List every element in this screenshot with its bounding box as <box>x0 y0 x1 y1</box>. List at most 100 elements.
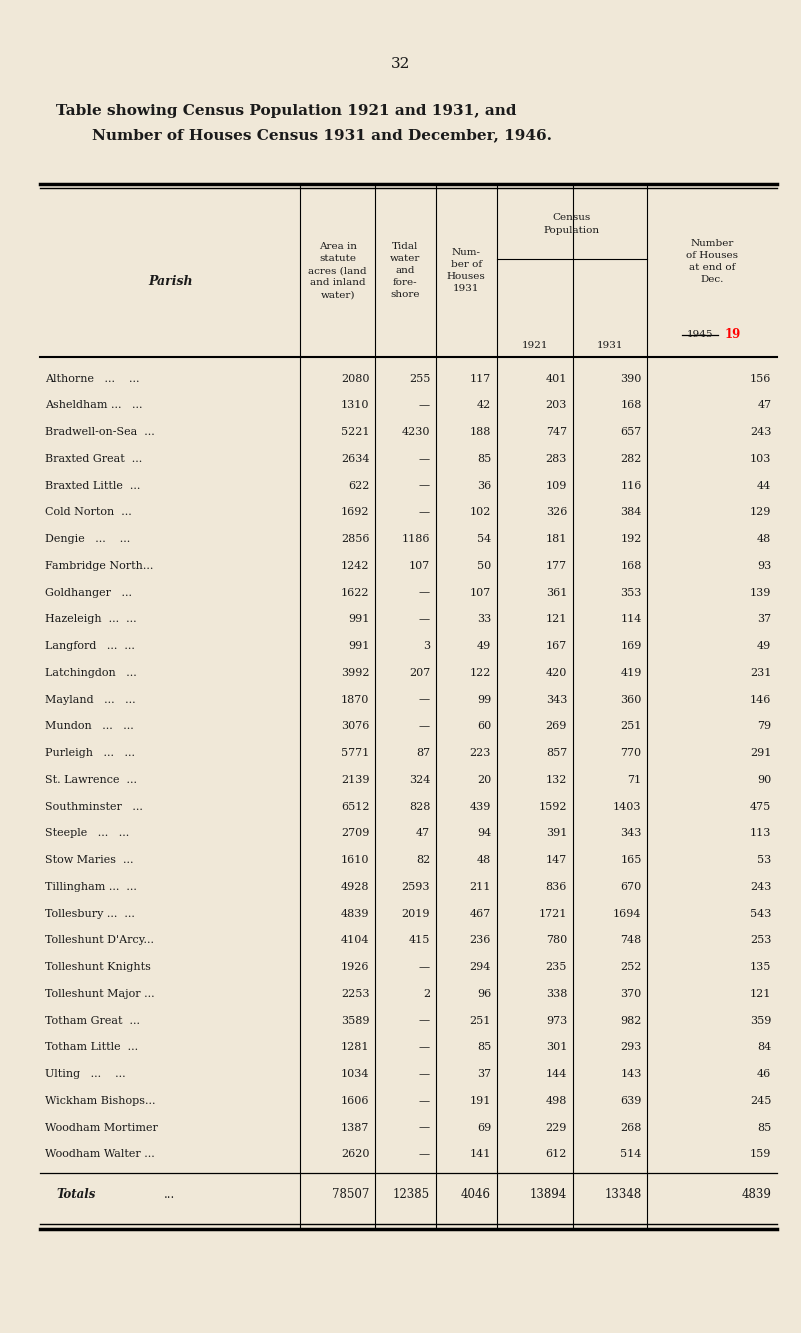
Text: 420: 420 <box>545 668 567 678</box>
Text: 60: 60 <box>477 721 491 732</box>
Text: 1926: 1926 <box>340 962 369 972</box>
Text: —: — <box>419 615 430 624</box>
Text: 3992: 3992 <box>340 668 369 678</box>
Text: 159: 159 <box>750 1149 771 1160</box>
Text: 391: 391 <box>545 828 567 838</box>
Text: Althorne   ...    ...: Althorne ... ... <box>45 373 139 384</box>
Text: 19: 19 <box>724 328 740 341</box>
Text: —: — <box>419 1016 430 1025</box>
Text: 252: 252 <box>620 962 642 972</box>
Text: Goldhanger   ...: Goldhanger ... <box>45 588 132 597</box>
Text: 982: 982 <box>620 1016 642 1025</box>
Text: 384: 384 <box>620 508 642 517</box>
Text: 836: 836 <box>545 882 567 892</box>
Text: Area in
statute
acres (land
and inland
water): Area in statute acres (land and inland w… <box>308 241 367 300</box>
Text: 191: 191 <box>469 1096 491 1106</box>
Text: 53: 53 <box>757 854 771 865</box>
Text: 181: 181 <box>545 535 567 544</box>
Text: 122: 122 <box>469 668 491 678</box>
Text: 475: 475 <box>750 801 771 812</box>
Text: Parish: Parish <box>148 275 192 288</box>
Text: 78507: 78507 <box>332 1188 369 1201</box>
Text: —: — <box>419 400 430 411</box>
Text: Number
of Houses
at end of
Dec.: Number of Houses at end of Dec. <box>686 239 738 284</box>
Text: 770: 770 <box>621 748 642 758</box>
Text: 670: 670 <box>620 882 642 892</box>
Text: 747: 747 <box>546 427 567 437</box>
Text: Tolleshunt Knights: Tolleshunt Knights <box>45 962 151 972</box>
Text: 139: 139 <box>750 588 771 597</box>
Text: 291: 291 <box>750 748 771 758</box>
Text: 243: 243 <box>750 427 771 437</box>
Text: 282: 282 <box>620 453 642 464</box>
Text: 113: 113 <box>750 828 771 838</box>
Text: Braxted Great  ...: Braxted Great ... <box>45 453 142 464</box>
Text: 1721: 1721 <box>539 909 567 918</box>
Text: 1622: 1622 <box>340 588 369 597</box>
Text: 167: 167 <box>545 641 567 651</box>
Text: 4046: 4046 <box>461 1188 491 1201</box>
Text: 324: 324 <box>409 774 430 785</box>
Text: Tollesbury ...  ...: Tollesbury ... ... <box>45 909 135 918</box>
Text: 93: 93 <box>757 561 771 571</box>
Text: Tolleshunt D'Arcy...: Tolleshunt D'Arcy... <box>45 936 154 945</box>
Text: 991: 991 <box>348 615 369 624</box>
Text: Number of Houses Census 1931 and December, 1946.: Number of Houses Census 1931 and Decembe… <box>92 128 552 143</box>
Text: Asheldham ...   ...: Asheldham ... ... <box>45 400 143 411</box>
Text: 36: 36 <box>477 481 491 491</box>
Text: 192: 192 <box>620 535 642 544</box>
Text: 294: 294 <box>469 962 491 972</box>
Text: 79: 79 <box>757 721 771 732</box>
Text: —: — <box>419 721 430 732</box>
Text: 353: 353 <box>620 588 642 597</box>
Text: 121: 121 <box>545 615 567 624</box>
Text: —: — <box>419 453 430 464</box>
Text: 390: 390 <box>620 373 642 384</box>
Text: 1921: 1921 <box>521 341 548 349</box>
Text: 251: 251 <box>469 1016 491 1025</box>
Text: —: — <box>419 1042 430 1052</box>
Text: 612: 612 <box>545 1149 567 1160</box>
Text: Table showing Census Population 1921 and 1931, and: Table showing Census Population 1921 and… <box>56 104 517 119</box>
Text: Cold Norton  ...: Cold Norton ... <box>45 508 131 517</box>
Text: 87: 87 <box>416 748 430 758</box>
Text: 415: 415 <box>409 936 430 945</box>
Text: Totham Little  ...: Totham Little ... <box>45 1042 138 1052</box>
Text: 2620: 2620 <box>340 1149 369 1160</box>
Text: Latchingdon   ...: Latchingdon ... <box>45 668 137 678</box>
Text: 168: 168 <box>620 561 642 571</box>
Text: 85: 85 <box>477 453 491 464</box>
Text: Woodham Mortimer: Woodham Mortimer <box>45 1122 158 1133</box>
Text: 50: 50 <box>477 561 491 571</box>
Text: 42: 42 <box>477 400 491 411</box>
Text: 639: 639 <box>620 1096 642 1106</box>
Text: 141: 141 <box>469 1149 491 1160</box>
Text: Totham Great  ...: Totham Great ... <box>45 1016 140 1025</box>
Text: 253: 253 <box>750 936 771 945</box>
Text: 2080: 2080 <box>340 373 369 384</box>
Text: Mundon   ...   ...: Mundon ... ... <box>45 721 134 732</box>
Text: 1931: 1931 <box>597 341 623 349</box>
Text: 5221: 5221 <box>340 427 369 437</box>
Text: 4104: 4104 <box>340 936 369 945</box>
Text: 156: 156 <box>750 373 771 384</box>
Text: 1387: 1387 <box>341 1122 369 1133</box>
Text: 85: 85 <box>477 1042 491 1052</box>
Text: Totals: Totals <box>56 1188 95 1201</box>
Text: 498: 498 <box>545 1096 567 1106</box>
Text: 268: 268 <box>620 1122 642 1133</box>
Text: 1592: 1592 <box>538 801 567 812</box>
Text: 361: 361 <box>545 588 567 597</box>
Text: —: — <box>419 1122 430 1133</box>
Text: 4928: 4928 <box>340 882 369 892</box>
Text: 748: 748 <box>620 936 642 945</box>
Text: 107: 107 <box>469 588 491 597</box>
Text: 165: 165 <box>620 854 642 865</box>
Text: 991: 991 <box>348 641 369 651</box>
Text: 2634: 2634 <box>340 453 369 464</box>
Text: 69: 69 <box>477 1122 491 1133</box>
Text: 82: 82 <box>416 854 430 865</box>
Text: Braxted Little  ...: Braxted Little ... <box>45 481 140 491</box>
Text: 177: 177 <box>546 561 567 571</box>
Text: 2139: 2139 <box>340 774 369 785</box>
